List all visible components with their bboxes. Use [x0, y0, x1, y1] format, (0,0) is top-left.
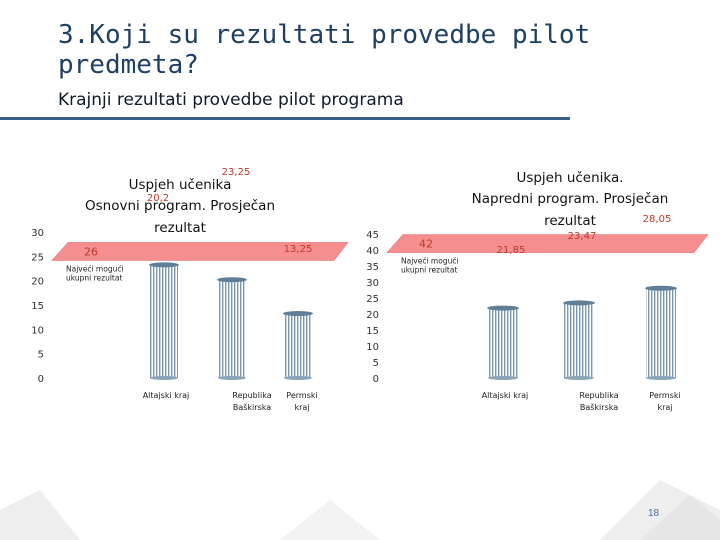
max-score-band-label: ukupni rezultat [66, 273, 122, 282]
chart-title-line: rezultat [544, 213, 596, 229]
max-score-label: 26 [84, 245, 98, 258]
data-label: 20,2 [147, 193, 169, 204]
decorative-background-shapes [0, 480, 720, 540]
category-label: kraj [657, 403, 672, 412]
bar-top [283, 311, 313, 317]
bar [488, 308, 518, 378]
category-label: kraj [294, 403, 309, 412]
data-label: 28,05 [643, 214, 672, 225]
slide-title: 3.Koji su rezultati provedbe pilot predm… [58, 20, 591, 80]
max-score-band-label: ukupni rezultat [401, 266, 457, 275]
slide-subtitle: Krajnji rezultati provedbe pilot program… [58, 90, 404, 110]
y-tick-label: 20 [31, 277, 44, 288]
y-tick-label: 15 [31, 301, 44, 312]
y-tick-label: 10 [366, 342, 379, 353]
chart-advanced-program: 0 5 10 15 20 25 30 35 40 45 42 Najveći mogućiukupni… [366, 170, 709, 412]
chart-title-line: Uspjeh učenika [129, 177, 232, 193]
bar-top [149, 262, 179, 268]
y-tick-label: 30 [31, 228, 44, 239]
y-tick-label: 0 [38, 374, 44, 385]
bar-base [150, 376, 178, 380]
max-score-band-label: Najveći mogući [66, 264, 124, 273]
chart-title-line: Uspjeh učenika. [516, 170, 623, 186]
chart-title-line: rezultat [154, 220, 206, 236]
y-tick-label: 25 [366, 294, 379, 305]
category-label: Altajski kraj [482, 391, 529, 400]
y-tick-label: 45 [366, 230, 379, 241]
bar-top [217, 277, 247, 283]
max-score-band [386, 234, 709, 253]
title-underline [0, 117, 570, 120]
y-tick-label: 35 [366, 262, 379, 273]
chart-title-line: Osnovni program. Prosječan [85, 198, 275, 214]
y-tick-label: 30 [366, 278, 379, 289]
y-tick-label: 10 [31, 325, 44, 336]
bar-top [487, 305, 519, 311]
data-label: 13,25 [284, 244, 313, 255]
category-label: Baškirska [580, 402, 618, 412]
chart-title-line: Napredni program. Prosječan [472, 191, 669, 207]
y-tick-label: 25 [31, 252, 44, 263]
bar-top [563, 300, 595, 306]
category-label: Altajski kraj [143, 391, 190, 400]
y-tick-label: 40 [366, 246, 379, 257]
category-label: Baškirska [233, 402, 271, 412]
bar [218, 279, 246, 378]
data-label: 23,47 [568, 231, 597, 242]
bar [150, 264, 178, 378]
max-score-band [51, 242, 349, 261]
bar [284, 313, 312, 378]
data-label: 21,85 [497, 245, 526, 256]
y-tick-label: 15 [366, 326, 379, 337]
y-tick-label: 20 [366, 310, 379, 321]
category-label: Republika [232, 391, 271, 400]
bar-base [218, 376, 246, 380]
data-label: 23,25 [222, 167, 251, 178]
bar-base [488, 376, 518, 380]
bar-base [284, 376, 312, 380]
category-label: Permski [286, 391, 317, 400]
bar [564, 302, 594, 378]
max-score-label: 42 [419, 238, 433, 251]
y-tick-label: 0 [373, 374, 379, 385]
page-number: 18 [648, 508, 660, 519]
bar [646, 288, 676, 378]
max-score-band-label: Najveći mogući [401, 257, 459, 266]
category-label: Republika [579, 391, 618, 400]
bar-top [645, 285, 677, 291]
bar-base [646, 376, 676, 380]
y-tick-label: 5 [38, 350, 44, 361]
y-tick-label: 5 [373, 358, 379, 369]
bar-base [564, 376, 594, 380]
category-label: Permski [649, 391, 680, 400]
